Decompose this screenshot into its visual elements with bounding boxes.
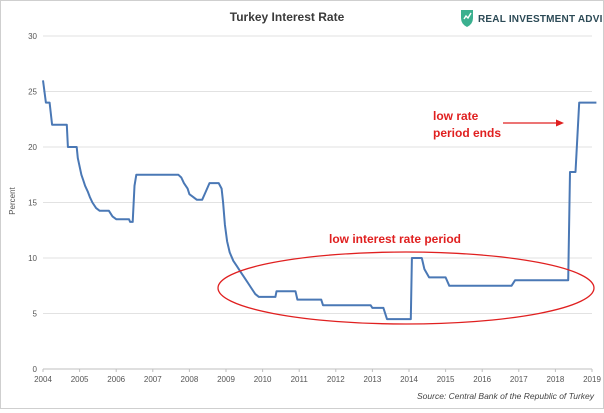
x-tick-label: 2004 xyxy=(34,375,52,384)
brand-logo: REAL INVESTMENT ADVICE xyxy=(461,10,604,27)
series-line xyxy=(42,80,597,321)
y-axis-label: Percent xyxy=(8,186,17,214)
x-tick-label: 2018 xyxy=(547,375,565,384)
x-tick-label: 2017 xyxy=(510,375,528,384)
x-tick-labels: 2004 2005 2006 2007 2008 2009 2010 2011 2012 2013… xyxy=(34,369,601,384)
annotation-low-rate-line-1: low rate xyxy=(433,109,479,123)
shield-logo-icon xyxy=(461,10,473,27)
y-tick-label: 15 xyxy=(28,199,37,208)
y-tick-label: 30 xyxy=(28,32,37,41)
x-tick-label: 2011 xyxy=(291,375,309,384)
x-tick-label: 2019 xyxy=(583,375,601,384)
annotation-low-rate-line-2: period ends xyxy=(433,126,501,140)
trend-arrow-icon xyxy=(463,12,472,20)
x-tick-label: 2007 xyxy=(144,375,162,384)
low-rate-ellipse xyxy=(217,251,595,325)
chart-title: Turkey Interest Rate xyxy=(230,10,345,24)
y-tick-labels: 0 5 10 15 20 25 30 xyxy=(28,32,37,374)
x-tick-label: 2006 xyxy=(107,375,125,384)
y-tick-label: 20 xyxy=(28,143,37,152)
x-tick-label: 2005 xyxy=(71,375,89,384)
x-tick-label: 2013 xyxy=(364,375,382,384)
annotation-low-interest-rate-period: low interest rate period xyxy=(329,232,461,246)
source-note: Source: Central Bank of the Republic of … xyxy=(417,391,595,401)
brand-name: REAL INVESTMENT ADVICE xyxy=(478,14,603,25)
x-tick-label: 2009 xyxy=(217,375,235,384)
x-tick-label: 2014 xyxy=(400,375,418,384)
x-tick-label: 2010 xyxy=(254,375,272,384)
x-tick-label: 2015 xyxy=(437,375,455,384)
y-tick-label: 25 xyxy=(28,88,37,97)
x-tick-label: 2016 xyxy=(473,375,491,384)
x-tick-label: 2012 xyxy=(327,375,345,384)
y-tick-label: 0 xyxy=(33,365,38,374)
y-tick-label: 5 xyxy=(33,310,38,319)
gridlines xyxy=(43,35,592,314)
x-tick-label: 2008 xyxy=(181,375,199,384)
y-tick-label: 10 xyxy=(28,254,37,263)
arrow-head-icon xyxy=(556,119,564,127)
